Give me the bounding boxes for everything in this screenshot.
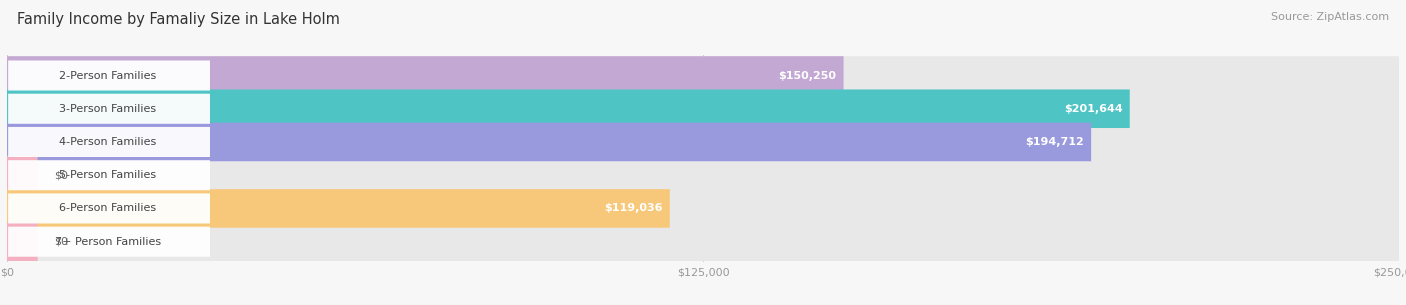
Text: 5-Person Families: 5-Person Families	[59, 170, 156, 180]
Text: 2-Person Families: 2-Person Families	[59, 70, 156, 81]
Text: 3-Person Families: 3-Person Families	[59, 104, 156, 114]
Text: Source: ZipAtlas.com: Source: ZipAtlas.com	[1271, 12, 1389, 22]
FancyBboxPatch shape	[8, 94, 209, 124]
FancyBboxPatch shape	[8, 193, 209, 224]
Text: Family Income by Famaliy Size in Lake Holm: Family Income by Famaliy Size in Lake Ho…	[17, 12, 340, 27]
FancyBboxPatch shape	[7, 123, 1399, 161]
FancyBboxPatch shape	[7, 56, 1399, 95]
FancyBboxPatch shape	[7, 123, 1091, 161]
Text: $0: $0	[55, 237, 69, 247]
Text: 6-Person Families: 6-Person Families	[59, 203, 156, 213]
FancyBboxPatch shape	[7, 222, 1399, 261]
FancyBboxPatch shape	[7, 222, 38, 261]
Text: $201,644: $201,644	[1064, 104, 1123, 114]
FancyBboxPatch shape	[7, 156, 38, 195]
Text: $0: $0	[55, 170, 69, 180]
FancyBboxPatch shape	[7, 189, 669, 228]
Text: 7+ Person Families: 7+ Person Families	[55, 237, 162, 247]
Text: 4-Person Families: 4-Person Families	[59, 137, 156, 147]
FancyBboxPatch shape	[8, 60, 209, 91]
Text: $150,250: $150,250	[779, 70, 837, 81]
FancyBboxPatch shape	[8, 227, 209, 257]
FancyBboxPatch shape	[7, 89, 1399, 128]
FancyBboxPatch shape	[7, 189, 1399, 228]
FancyBboxPatch shape	[7, 56, 844, 95]
FancyBboxPatch shape	[7, 89, 1130, 128]
FancyBboxPatch shape	[8, 127, 209, 157]
FancyBboxPatch shape	[7, 156, 1399, 195]
FancyBboxPatch shape	[8, 160, 209, 190]
Text: $119,036: $119,036	[605, 203, 662, 213]
Text: $194,712: $194,712	[1025, 137, 1084, 147]
